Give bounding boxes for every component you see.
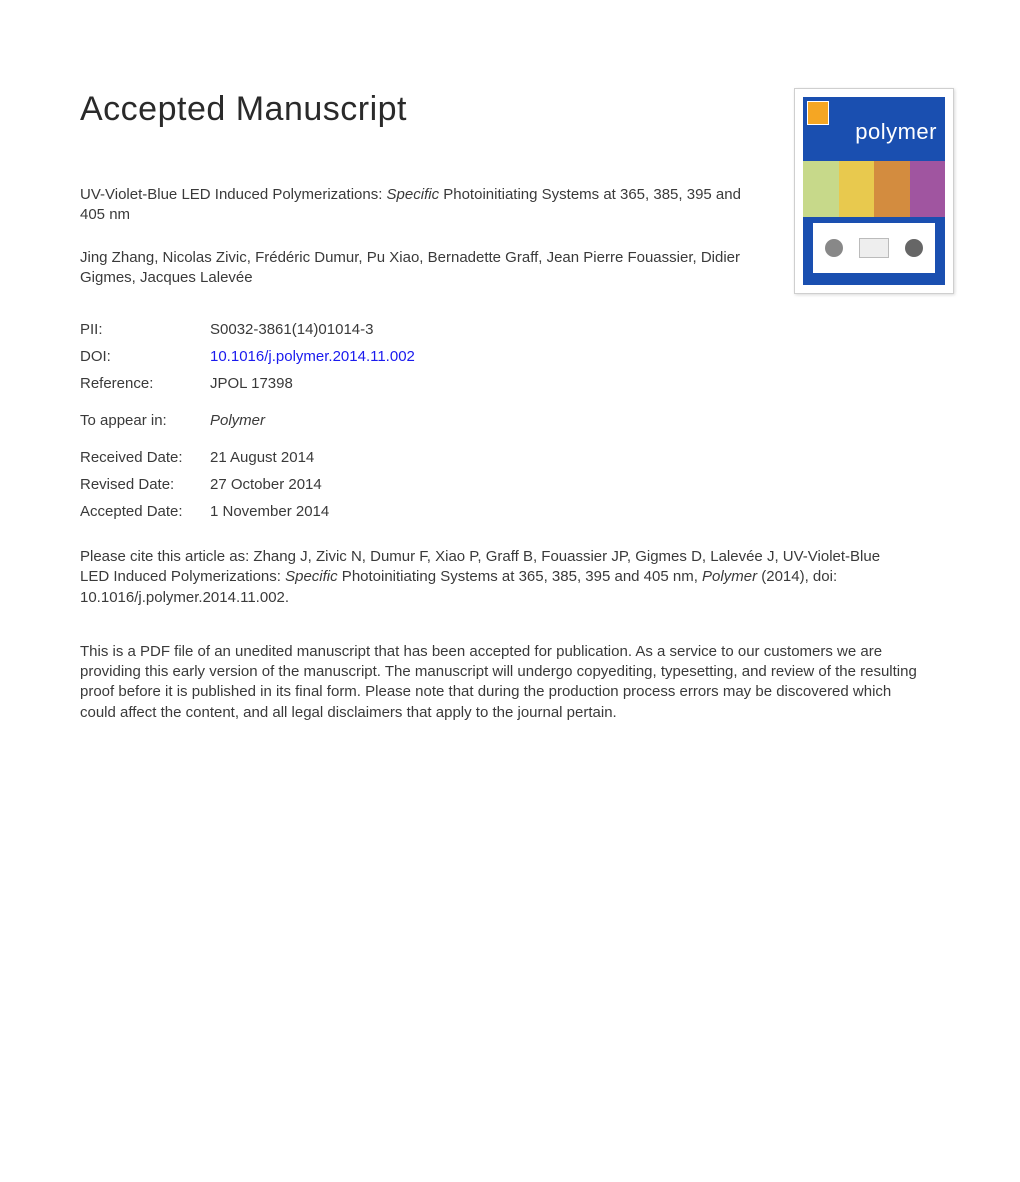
cover-background: polymer [803,97,945,285]
article-title: UV-Violet-Blue LED Induced Polymerizatio… [80,185,760,226]
citation-italic-journal: Polymer [702,568,757,585]
pii-label: PII: [80,322,210,337]
metadata-table: PII: S0032-3861(14)01014-3 DOI: 10.1016/… [80,322,940,519]
appear-value: Polymer [210,413,265,428]
title-pre: UV-Violet-Blue LED Induced Polymerizatio… [80,186,387,203]
meta-row-doi: DOI: 10.1016/j.polymer.2014.11.002 [80,349,940,364]
title-italic: Specific [387,186,440,203]
accepted-label: Accepted Date: [80,504,210,519]
cover-figure-panel [813,223,935,273]
disclaimer-text: This is a PDF file of an unedited manusc… [80,642,920,723]
meta-row-appear: To appear in: Polymer [80,413,940,428]
meta-row-accepted: Accepted Date: 1 November 2014 [80,504,940,519]
cover-journal-name: polymer [855,119,937,145]
doi-label: DOI: [80,349,210,364]
cover-color-band [803,161,945,217]
meta-row-revised: Revised Date: 27 October 2014 [80,477,940,492]
reference-value: JPOL 17398 [210,376,293,391]
revised-value: 27 October 2014 [210,477,322,492]
publisher-logo-icon [807,101,829,125]
author-list: Jing Zhang, Nicolas Zivic, Frédéric Dumu… [80,248,800,289]
received-value: 21 August 2014 [210,450,314,465]
meta-row-pii: PII: S0032-3861(14)01014-3 [80,322,940,337]
meta-row-reference: Reference: JPOL 17398 [80,376,940,391]
journal-cover-thumbnail: polymer [794,88,954,294]
doi-link[interactable]: 10.1016/j.polymer.2014.11.002 [210,349,415,364]
accepted-value: 1 November 2014 [210,504,329,519]
reference-label: Reference: [80,376,210,391]
citation-text: Please cite this article as: Zhang J, Zi… [80,547,900,608]
received-label: Received Date: [80,450,210,465]
meta-row-received: Received Date: 21 August 2014 [80,450,940,465]
citation-mid: Photoinitiating Systems at 365, 385, 395… [338,568,702,585]
pii-value: S0032-3861(14)01014-3 [210,322,373,337]
citation-italic-specific: Specific [285,568,338,585]
appear-label: To appear in: [80,413,210,428]
revised-label: Revised Date: [80,477,210,492]
